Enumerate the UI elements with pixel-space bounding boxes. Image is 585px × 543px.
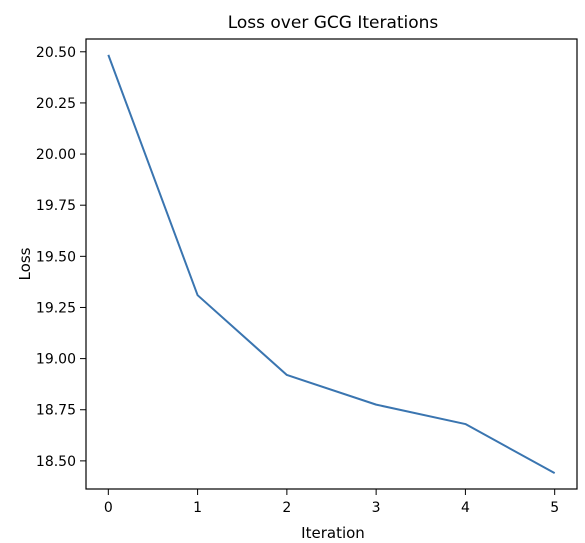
y-tick-label: 20.50 bbox=[36, 45, 76, 61]
y-tick-label: 20.00 bbox=[36, 147, 76, 163]
y-axis-label: Loss bbox=[16, 247, 34, 280]
x-tick-label: 3 bbox=[372, 500, 381, 516]
x-tick-label: 5 bbox=[550, 500, 559, 516]
plot-area-frame bbox=[85, 38, 578, 490]
y-tick-label: 20.25 bbox=[36, 96, 76, 112]
y-tick-label: 18.75 bbox=[36, 403, 76, 419]
y-tick-label: 19.25 bbox=[36, 300, 76, 316]
chart-title: Loss over GCG Iterations bbox=[228, 13, 439, 33]
x-tick-label: 4 bbox=[461, 500, 470, 516]
y-tick-label: 19.00 bbox=[36, 352, 76, 368]
y-tick-label: 19.75 bbox=[36, 198, 76, 214]
x-tick-label: 2 bbox=[282, 500, 291, 516]
y-tick-label: 18.50 bbox=[36, 454, 76, 470]
y-axis-ticks: 18.50 18.75 19.00 19.25 19.50 19.75 20.00 20.25… bbox=[36, 45, 86, 470]
x-axis-ticks: 0 1 2 3 4 5 bbox=[104, 489, 559, 516]
x-tick-label: 1 bbox=[193, 500, 202, 516]
x-axis-label: Iteration bbox=[301, 524, 365, 542]
y-tick-label: 19.50 bbox=[36, 249, 76, 265]
x-tick-label: 0 bbox=[104, 500, 113, 516]
loss-series-line bbox=[107, 54, 556, 475]
